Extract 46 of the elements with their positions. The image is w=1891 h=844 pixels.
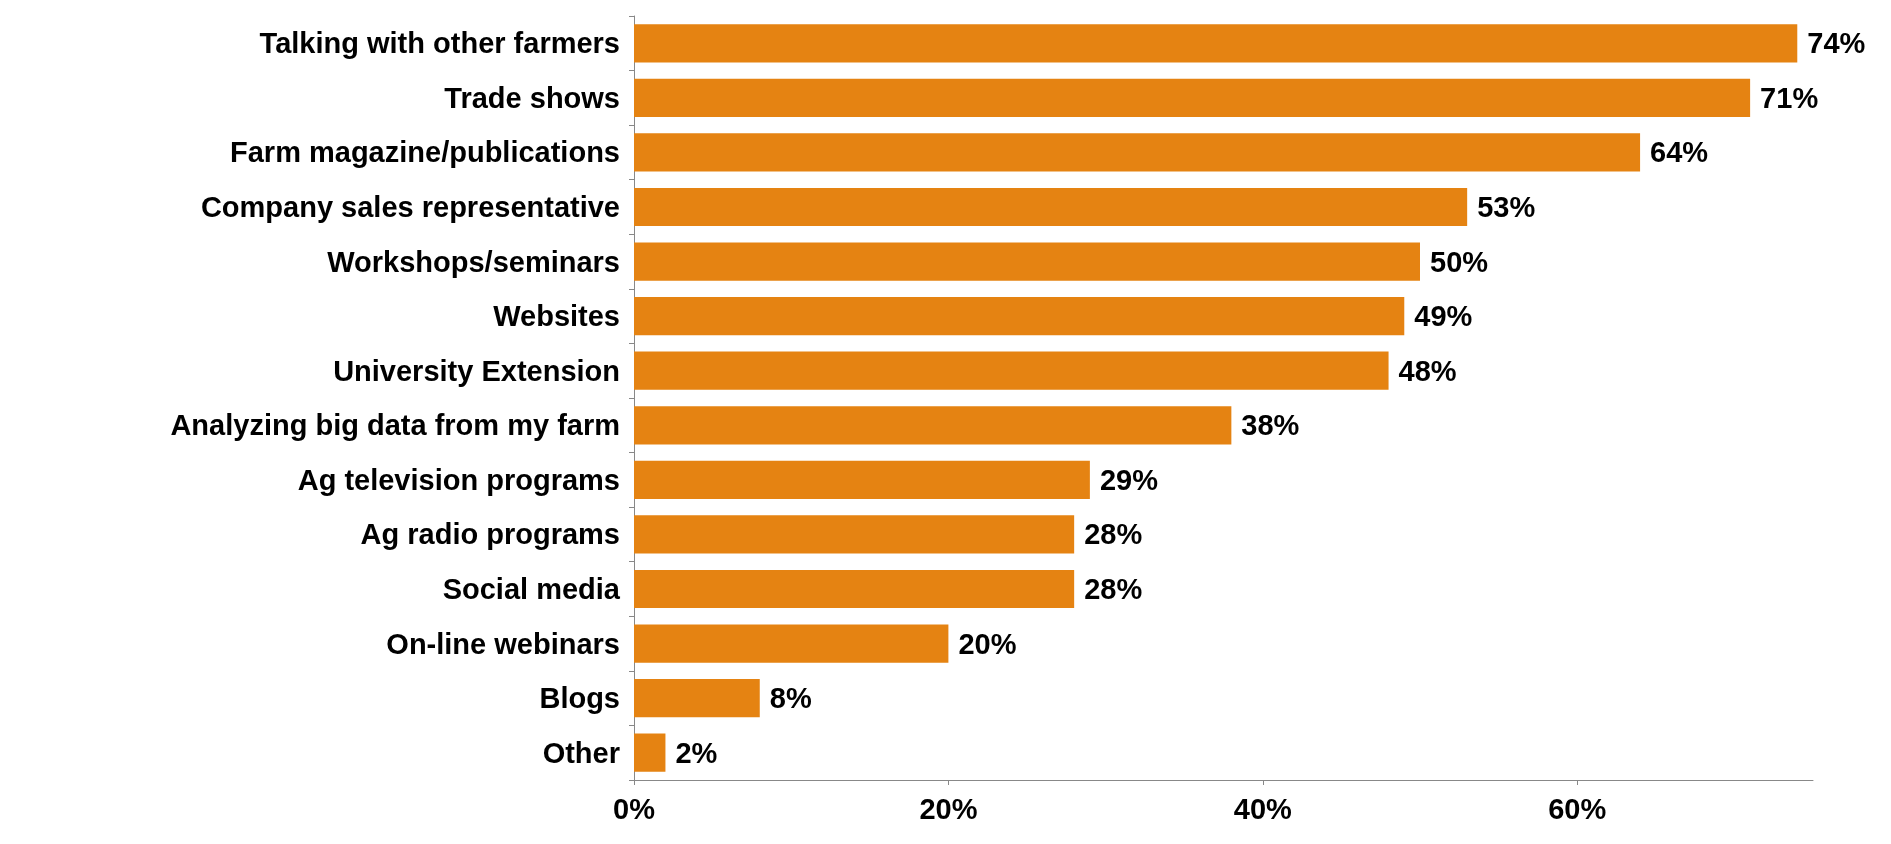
y-tick-label: University Extension [333, 354, 620, 387]
bar [634, 133, 1641, 172]
x-tick-label: 40% [1233, 792, 1293, 825]
y-tick-label: Talking with other farmers [259, 27, 620, 60]
bar [634, 24, 1798, 63]
data-label: 28% [1084, 518, 1143, 551]
data-label: 2% [675, 736, 718, 769]
bar [634, 242, 1420, 281]
bar [634, 460, 1090, 499]
data-label: 53% [1477, 191, 1536, 223]
y-tick-label: Websites [493, 300, 620, 333]
y-tick-label: Analyzing big data from my farm [170, 409, 620, 442]
x-tick-label: 60% [1548, 792, 1607, 825]
y-tick-label: Company sales representative [200, 191, 620, 223]
y-tick-label: Workshops/seminars [327, 245, 620, 278]
data-label: 74% [1807, 27, 1866, 60]
data-label: 71% [1760, 81, 1819, 114]
y-tick-label: Ag television programs [297, 463, 620, 496]
bar [634, 297, 1405, 336]
data-label: 38% [1241, 409, 1300, 442]
bar [634, 351, 1389, 390]
data-label: 49% [1414, 300, 1473, 333]
data-label: 50% [1430, 245, 1489, 278]
data-label: 48% [1398, 354, 1457, 387]
y-tick-label: Farm magazine/publications [230, 136, 620, 169]
bar [634, 679, 760, 718]
bar [634, 569, 1075, 609]
bar [634, 624, 949, 663]
y-tick-label: Social media [442, 573, 621, 605]
x-tick-label: 20% [919, 792, 978, 825]
y-tick-label: Blogs [539, 682, 620, 715]
data-label: 8% [769, 682, 812, 715]
data-label: 20% [958, 627, 1017, 660]
bar [634, 406, 1232, 445]
x-tick-label: 0% [613, 792, 656, 825]
bar [634, 733, 666, 772]
bar [634, 187, 1468, 227]
y-tick-label: Other [542, 736, 620, 769]
y-tick-label: Trade shows [444, 81, 620, 114]
data-label: 29% [1099, 463, 1159, 496]
y-tick-label: On-line webinars [386, 627, 620, 660]
data-label: 64% [1650, 136, 1709, 169]
y-tick-label: Ag radio programs [360, 518, 620, 551]
bar [634, 78, 1751, 117]
bar [634, 515, 1075, 554]
data-label: 28% [1084, 573, 1143, 605]
